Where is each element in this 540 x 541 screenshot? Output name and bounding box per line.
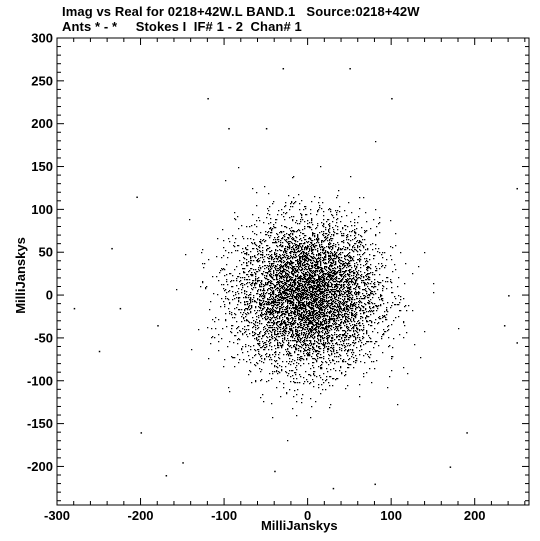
data-point	[374, 483, 376, 486]
chart-title: Imag vs Real for 0218+42W.L BAND.1 Sourc…	[62, 4, 420, 19]
data-points	[73, 67, 518, 490]
x-tick-label: 200	[464, 508, 486, 523]
y-tick-label: 50	[39, 245, 53, 260]
data-point	[449, 466, 452, 468]
y-tick-label: 150	[31, 159, 53, 174]
y-axis-label: MilliJanskys	[13, 237, 28, 314]
x-tick-label: -200	[128, 508, 154, 523]
x-tick-label: 100	[380, 508, 402, 523]
y-tick-label: -50	[34, 330, 53, 345]
data-point	[503, 325, 506, 327]
data-point	[119, 307, 122, 310]
x-tick-label: -100	[211, 508, 237, 523]
data-point	[140, 432, 143, 434]
y-tick-label: -150	[27, 416, 53, 431]
plot-border	[56, 37, 530, 506]
data-point	[207, 97, 209, 100]
x-axis-label: MilliJanskys	[261, 518, 338, 533]
data-point	[136, 196, 138, 199]
data-point	[265, 127, 268, 130]
data-point	[332, 487, 335, 490]
data-point	[349, 67, 351, 70]
data-point	[516, 342, 518, 344]
tick-labels: -300 -200 -100 0 100 200 -200 -150 -100 -50 0 50 100…	[27, 31, 486, 524]
y-tick-label: 200	[31, 116, 53, 131]
data-point	[391, 97, 393, 100]
y-tick-label: 250	[31, 73, 53, 88]
y-tick-label: 100	[31, 202, 53, 217]
data-point	[508, 295, 510, 297]
data-point	[111, 247, 113, 250]
chart-subtitle: Ants * - * Stokes I IF# 1 - 2 Chan# 1	[62, 19, 302, 34]
data-point	[98, 350, 101, 353]
y-tick-label: 300	[31, 31, 53, 46]
x-tick-label: -300	[44, 508, 70, 523]
axis-ticks	[56, 37, 529, 505]
y-tick-label: -200	[27, 459, 53, 474]
data-point	[228, 127, 230, 130]
data-point	[466, 432, 468, 434]
data-point	[73, 307, 76, 310]
data-point	[274, 470, 276, 473]
data-point	[182, 462, 184, 464]
plot-frame	[56, 37, 530, 506]
x-tick-label: 0	[304, 508, 311, 523]
y-tick-label: -100	[27, 373, 53, 388]
data-point	[516, 187, 518, 190]
data-point	[157, 325, 159, 327]
data-point	[165, 475, 168, 477]
point-cloud	[176, 141, 460, 442]
y-tick-label: 0	[46, 288, 53, 303]
data-point	[282, 67, 285, 70]
